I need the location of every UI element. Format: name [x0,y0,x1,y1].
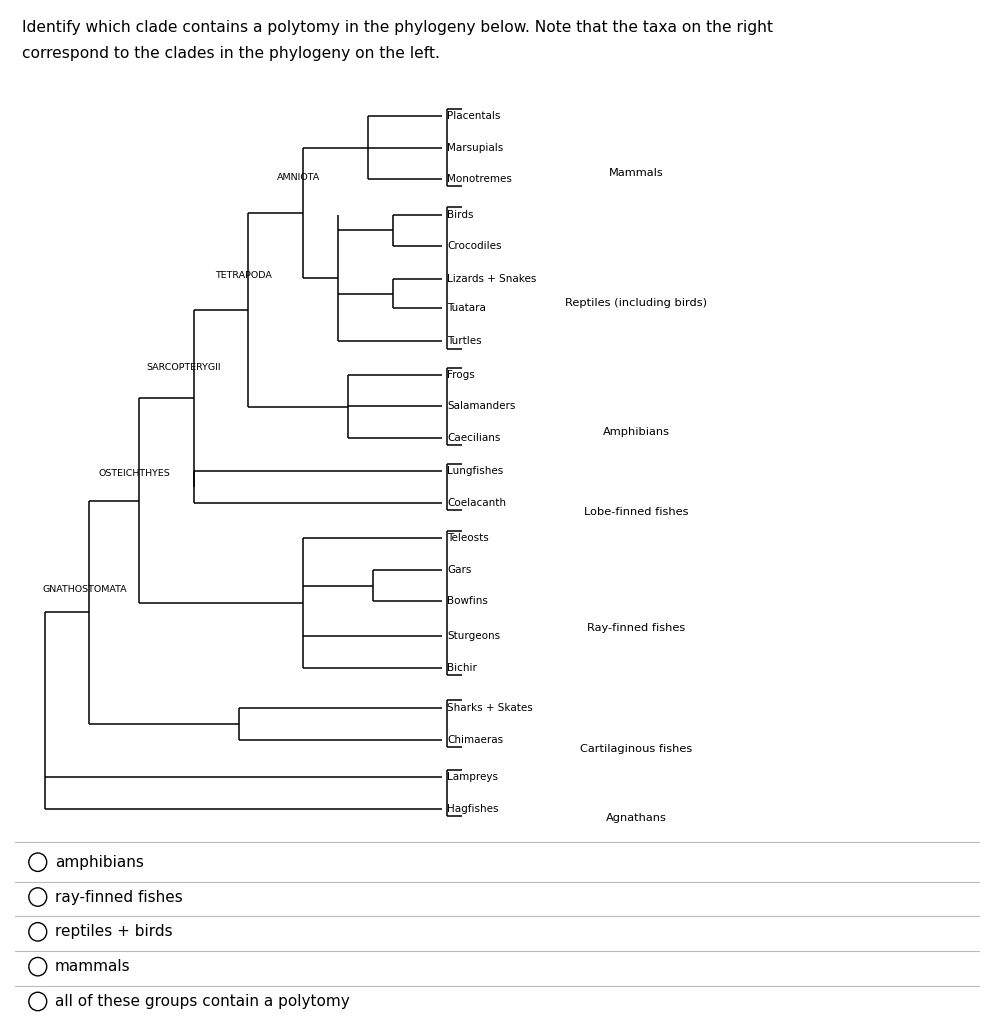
Text: Monotremes: Monotremes [447,174,512,184]
Text: Sharks + Skates: Sharks + Skates [447,702,533,713]
Text: correspond to the clades in the phylogeny on the left.: correspond to the clades in the phylogen… [22,46,439,61]
Text: Birds: Birds [447,210,474,219]
Text: Marsupials: Marsupials [447,142,504,153]
Text: Reptiles (including birds): Reptiles (including birds) [566,298,707,308]
Text: Coelacanth: Coelacanth [447,498,506,508]
Text: TETRAPODA: TETRAPODA [215,271,272,281]
Text: Salamanders: Salamanders [447,400,516,411]
Text: Placentals: Placentals [447,112,501,121]
Text: OSTEICHTHYES: OSTEICHTHYES [98,469,170,478]
Text: Identify which clade contains a polytomy in the phylogeny below. Note that the t: Identify which clade contains a polytomy… [22,20,773,36]
Text: Amphibians: Amphibians [602,427,670,436]
Text: Gars: Gars [447,565,472,575]
Text: all of these groups contain a polytomy: all of these groups contain a polytomy [55,994,350,1009]
Text: Teleosts: Teleosts [447,532,489,543]
Text: SARCOPTERYGII: SARCOPTERYGII [146,362,222,372]
Text: Sturgeons: Sturgeons [447,631,500,641]
Text: Hagfishes: Hagfishes [447,804,499,814]
Text: Crocodiles: Crocodiles [447,241,502,251]
Text: Lampreys: Lampreys [447,772,498,782]
Text: Agnathans: Agnathans [605,813,667,823]
Text: Cartilaginous fishes: Cartilaginous fishes [580,743,692,754]
Text: GNATHOSTOMATA: GNATHOSTOMATA [42,586,127,594]
Text: Caecilians: Caecilians [447,433,501,442]
Text: Frogs: Frogs [447,371,475,380]
Text: Lizards + Snakes: Lizards + Snakes [447,273,537,284]
Text: Bowfins: Bowfins [447,596,488,606]
Text: Chimaeras: Chimaeras [447,734,503,744]
Text: Tuatara: Tuatara [447,303,486,313]
Text: AMNIOTA: AMNIOTA [276,172,320,181]
Text: ray-finned fishes: ray-finned fishes [55,890,183,904]
Text: reptiles + birds: reptiles + birds [55,925,172,939]
Text: Mammals: Mammals [608,168,664,177]
Text: Bichir: Bichir [447,664,477,673]
Text: Ray-finned fishes: Ray-finned fishes [587,623,685,633]
Text: Lungfishes: Lungfishes [447,466,504,476]
Text: Turtles: Turtles [447,336,482,346]
Text: amphibians: amphibians [55,855,143,869]
Text: Lobe-finned fishes: Lobe-finned fishes [583,507,689,517]
Text: mammals: mammals [55,959,130,974]
